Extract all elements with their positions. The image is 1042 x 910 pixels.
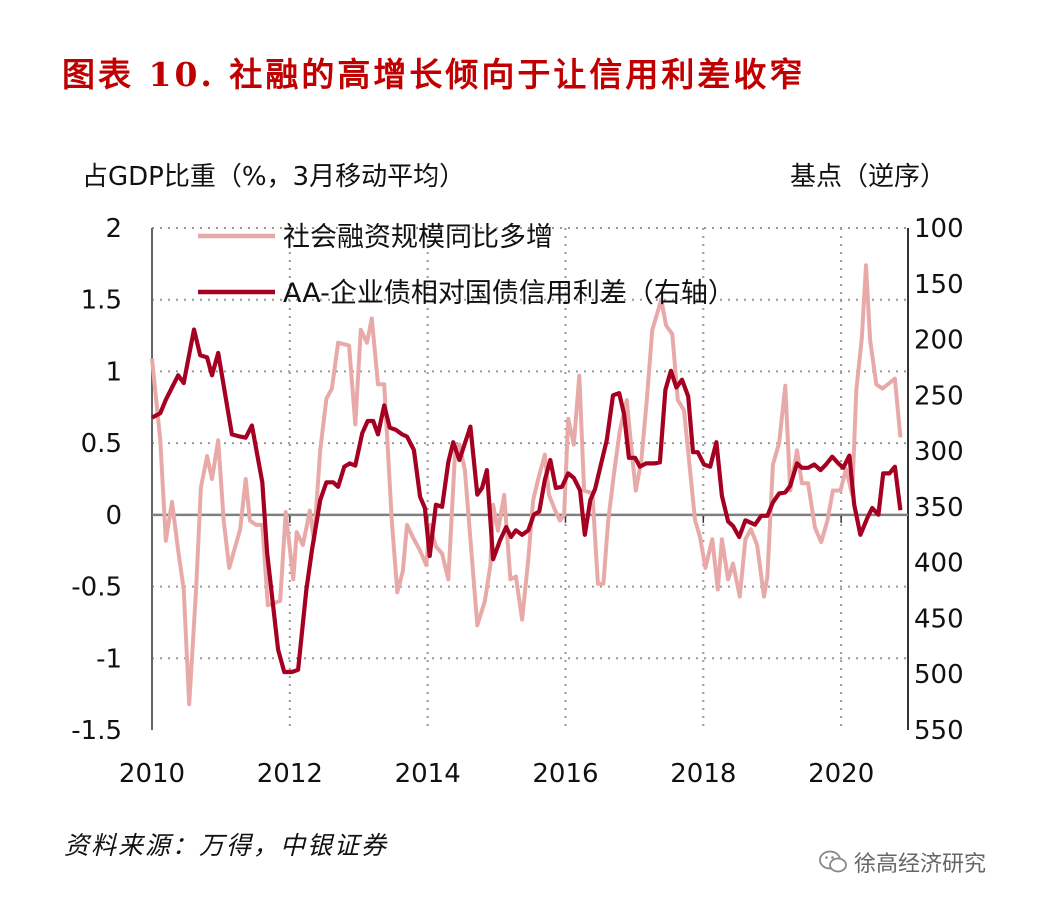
watermark-text: 徐高经济研究 xyxy=(854,852,987,877)
x-tick-label: 2012 xyxy=(257,759,323,789)
y-left-tick-label: 1.5 xyxy=(81,286,122,316)
watermark: 徐高经济研究 xyxy=(818,846,986,878)
y-right-tick-label: 550 xyxy=(914,716,964,746)
y-axis-right-label: 基点（逆序） xyxy=(790,162,947,192)
legend-label: AA-企业债相对国债信用利差（右轴） xyxy=(283,278,735,309)
y-left-tick-label: 0 xyxy=(105,501,122,531)
y-right-tick-label: 350 xyxy=(914,493,964,523)
y-left-tick-label: -1.5 xyxy=(71,716,122,746)
y-right-tick-label: 250 xyxy=(914,381,964,411)
y-right-tick-label: 450 xyxy=(914,604,964,634)
wechat-icon xyxy=(819,850,847,873)
y-right-tick-label: 400 xyxy=(914,549,964,579)
y-left-tick-label: -1 xyxy=(96,644,122,674)
legend-label: 社会融资规模同比多增 xyxy=(283,222,553,253)
chart-title: 图表 10. 社融的高增长倾向于让信用利差收窄 xyxy=(62,55,806,94)
y-right-tick-label: 500 xyxy=(914,660,964,690)
source-note: 资料来源：万得，中银证券 xyxy=(64,831,389,860)
x-tick-label: 2016 xyxy=(532,759,598,789)
y-right-tick-label: 100 xyxy=(914,214,964,244)
y-right-tick-label: 300 xyxy=(914,437,964,467)
x-tick-label: 2018 xyxy=(670,759,736,789)
y-left-tick-label: 0.5 xyxy=(81,429,122,459)
x-tick-label: 2014 xyxy=(395,759,461,789)
y-right-tick-label: 200 xyxy=(914,326,964,356)
series-line-social-financing xyxy=(150,263,903,707)
x-tick-label: 2020 xyxy=(808,759,874,789)
y-left-tick-label: 2 xyxy=(105,214,122,244)
x-tick-label: 2010 xyxy=(119,759,185,789)
y-left-tick-label: -0.5 xyxy=(71,573,122,603)
y-axis-left-label: 占GDP比重（%，3月移动平均） xyxy=(82,162,466,192)
series-line-credit-spread xyxy=(151,327,903,675)
y-right-tick-label: 150 xyxy=(914,270,964,300)
y-left-tick-label: 1 xyxy=(105,357,122,387)
